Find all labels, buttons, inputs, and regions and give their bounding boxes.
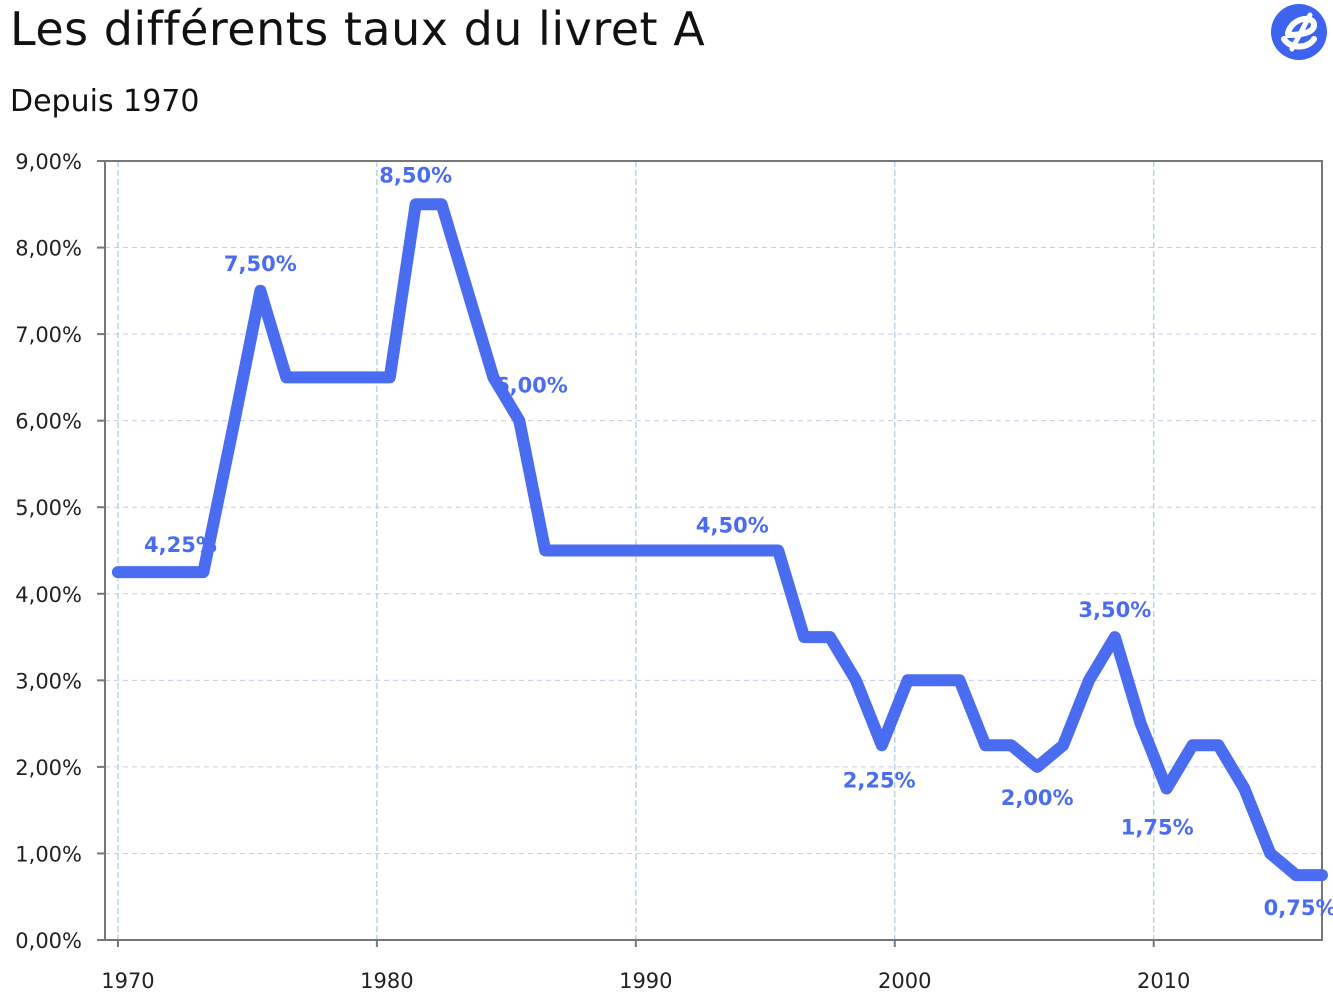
- x-tick-label: 1980: [360, 969, 413, 993]
- data-label: 7,50%: [224, 252, 297, 276]
- y-tick-label: 1,00%: [15, 842, 82, 866]
- data-label: 1,75%: [1121, 816, 1194, 840]
- data-label: 2,00%: [1001, 786, 1074, 810]
- chart-title: Les différents taux du livret A: [10, 2, 706, 56]
- y-tick-label: 3,00%: [15, 669, 82, 693]
- data-label: 2,25%: [843, 768, 916, 792]
- y-tick-label: 5,00%: [15, 496, 82, 520]
- y-tick-label: 8,00%: [15, 237, 82, 261]
- data-label: 0,75%: [1264, 896, 1333, 920]
- y-tick-label: 4,00%: [15, 583, 82, 607]
- plot-area-frame: [104, 160, 1323, 941]
- data-label: 8,50%: [379, 163, 452, 187]
- brand-logo-icon: [1271, 4, 1327, 60]
- y-tick-label: 2,00%: [15, 756, 82, 780]
- y-tick-label: 6,00%: [15, 410, 82, 434]
- x-tick-label: 2010: [1137, 969, 1190, 993]
- x-tick-label: 1990: [619, 969, 672, 993]
- data-label: 4,50%: [696, 514, 769, 538]
- y-tick-label: 0,00%: [15, 929, 82, 953]
- data-label: 6,00%: [495, 374, 568, 398]
- y-tick-label: 9,00%: [15, 150, 82, 174]
- x-tick-label: 2000: [878, 969, 931, 993]
- y-tick-label: 7,00%: [15, 323, 82, 347]
- rate-series-line: [111, 198, 1328, 882]
- chart-subtitle: Depuis 1970: [10, 84, 200, 119]
- x-tick-label: 1970: [101, 969, 154, 993]
- data-label: 4,25%: [144, 533, 217, 557]
- data-label: 3,50%: [1078, 598, 1151, 622]
